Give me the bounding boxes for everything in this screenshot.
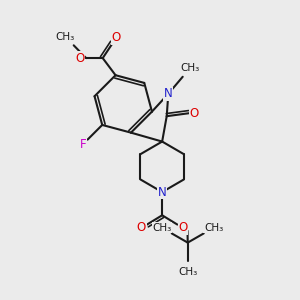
Text: O: O <box>76 52 85 64</box>
Text: CH₃: CH₃ <box>152 223 172 233</box>
Text: CH₃: CH₃ <box>204 223 223 233</box>
Text: N: N <box>158 186 167 199</box>
Text: O: O <box>178 221 188 235</box>
Text: N: N <box>164 87 173 100</box>
Text: F: F <box>80 138 86 151</box>
Text: O: O <box>190 107 199 120</box>
Text: O: O <box>112 31 121 44</box>
Text: CH₃: CH₃ <box>178 267 197 277</box>
Text: O: O <box>137 221 146 235</box>
Text: CH₃: CH₃ <box>180 63 200 73</box>
Text: CH₃: CH₃ <box>56 32 75 42</box>
